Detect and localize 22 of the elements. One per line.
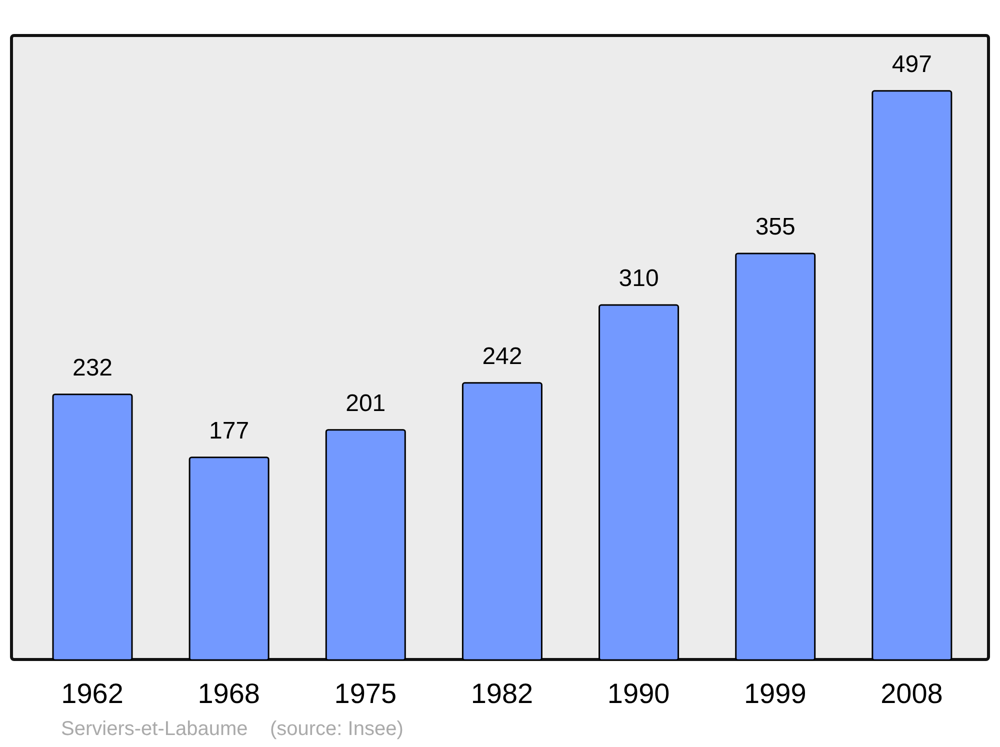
data-label: 310 (618, 265, 659, 292)
x-tick-label: 1990 (607, 678, 670, 709)
data-label: 497 (892, 50, 932, 78)
bar (872, 90, 952, 660)
bar (325, 429, 406, 660)
bar (462, 382, 542, 660)
bar (188, 456, 270, 660)
data-label: 232 (72, 354, 113, 382)
x-tick-label: 1982 (470, 678, 534, 709)
bar (735, 252, 816, 660)
bar (598, 304, 680, 660)
x-tick-label: 1962 (61, 678, 124, 709)
x-tick-label: 2008 (880, 678, 943, 709)
x-tick-label: 1975 (334, 678, 397, 709)
bar (52, 394, 133, 660)
x-tick-label: 1999 (744, 678, 806, 709)
x-tick-label: 1968 (198, 678, 260, 709)
data-label: 201 (346, 390, 386, 417)
data-label: 177 (209, 417, 250, 444)
text: Serviers-et-Labaume (source: Insee) (61, 717, 404, 741)
data-label: 242 (482, 342, 522, 370)
data-label: 355 (755, 214, 796, 241)
